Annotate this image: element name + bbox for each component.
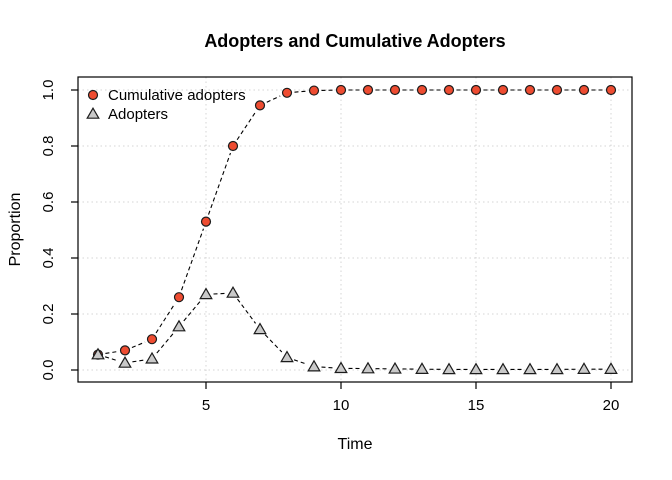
series-1-segment [156, 331, 175, 354]
series-1-data-point [280, 350, 294, 363]
series-0-data-point [524, 84, 536, 96]
y-tick-label: 0.2 [40, 304, 57, 325]
series-0-segment [105, 351, 118, 354]
series-0-data-point [416, 84, 428, 96]
y-tick-label: 0.0 [40, 360, 57, 381]
series-0-segment [266, 95, 281, 103]
series-1-data-point [550, 362, 564, 375]
series-0-segment [236, 111, 257, 141]
series-0-data-point [308, 85, 320, 96]
series-0-data-point [389, 84, 401, 96]
x-axis-label: Time [338, 436, 373, 453]
series-1-data-point [199, 287, 213, 300]
series-0-data-point [443, 84, 455, 96]
series-0-segment [208, 152, 231, 215]
series-1-data-point [226, 286, 240, 298]
series-0-data-point [605, 84, 617, 96]
series-1-data-point [604, 362, 618, 374]
plot-frame [77, 76, 633, 383]
series-0-data-point [497, 84, 509, 96]
y-tick-label: 0.6 [40, 192, 57, 213]
series-1-data-point [523, 362, 537, 375]
series-1-data-point [388, 361, 402, 374]
series-1-data-point [145, 351, 159, 364]
series-0-data-point [146, 334, 158, 345]
series-0-segment [181, 228, 204, 291]
legend-label: Cumulative adopters [108, 87, 246, 104]
series-1-data-point [361, 361, 375, 374]
y-tick-label: 0.4 [40, 248, 57, 269]
series-1-segment [321, 366, 334, 369]
series-1-segment [183, 299, 202, 322]
series-1-data-point [91, 347, 105, 360]
series-1-segment [237, 298, 256, 324]
series-1-segment [132, 359, 145, 363]
x-tick-label: 10 [333, 397, 350, 414]
series-0-data-point [281, 87, 293, 98]
series-1-data-point [253, 322, 267, 335]
series-0-data-point [200, 216, 212, 227]
x-tick-label: 15 [468, 397, 485, 414]
series-1-data-point [442, 362, 456, 375]
series-1-segment [213, 292, 226, 295]
series-0-segment [131, 341, 146, 349]
series-0-data-point [470, 84, 482, 96]
x-tick-label: 20 [603, 397, 620, 414]
series-0-data-point [119, 345, 131, 356]
x-tick-label: 5 [202, 397, 210, 414]
series-1-data-point [172, 319, 186, 332]
series-1-data-point [577, 362, 591, 374]
series-0-data-point [335, 84, 347, 96]
series-0-data-point [578, 84, 590, 96]
legend-marker-circle-icon [87, 89, 99, 101]
series-1-data-point [118, 356, 132, 368]
series-1-segment [264, 334, 283, 353]
series-0-segment [155, 303, 176, 334]
legend-label: Adopters [108, 106, 168, 123]
series-1-data-point [496, 362, 510, 375]
series-1-data-point [415, 362, 429, 374]
series-0-data-point [227, 140, 239, 152]
chart-title: Adopters and Cumulative Adopters [204, 31, 505, 51]
series-1-data-point [307, 359, 321, 372]
series-1-segment [104, 356, 119, 362]
series-1-data-point [334, 361, 348, 374]
y-axis-label: Proportion [7, 193, 24, 267]
series-0-data-point [551, 84, 563, 96]
series-0-data-point [173, 292, 185, 303]
y-tick-label: 0.8 [40, 136, 57, 157]
y-tick-label: 1.0 [40, 80, 57, 101]
series-0-data-point [254, 100, 266, 111]
series-0-segment [294, 90, 307, 93]
series-1-segment [293, 359, 308, 365]
legend-marker-triangle-icon [86, 107, 100, 119]
series-0-data-point [362, 84, 374, 96]
series-1-data-point [469, 362, 483, 375]
